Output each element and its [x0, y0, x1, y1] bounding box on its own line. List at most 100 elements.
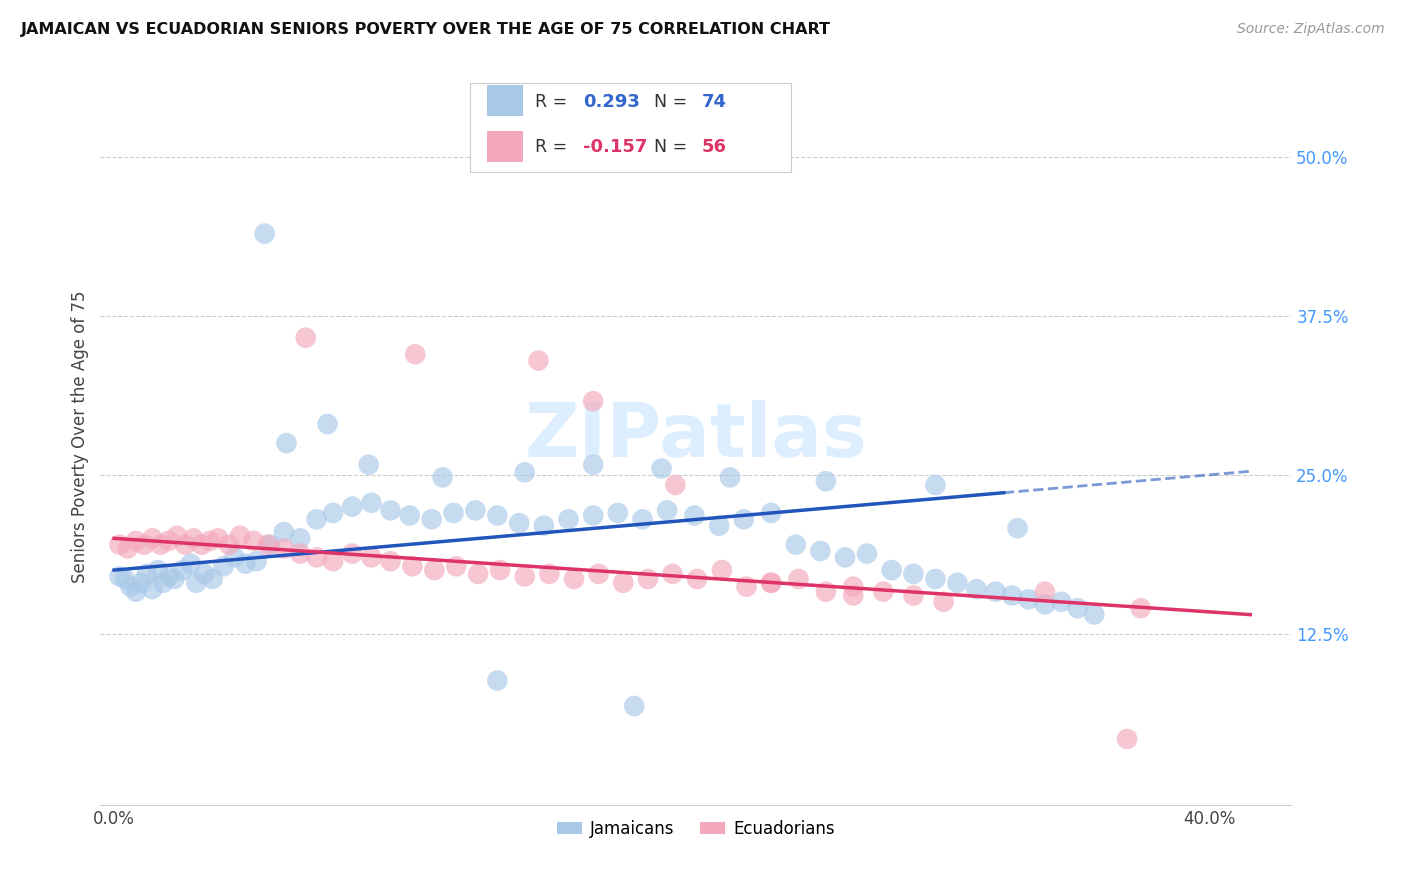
Point	[134, 538, 156, 552]
Text: ZIPatlas: ZIPatlas	[524, 401, 868, 474]
Point	[157, 533, 180, 548]
Point	[582, 394, 605, 409]
Point	[190, 538, 212, 552]
Point	[432, 470, 454, 484]
Point	[235, 557, 257, 571]
Point	[294, 331, 316, 345]
Point	[707, 518, 730, 533]
Point	[872, 584, 894, 599]
Point	[735, 580, 758, 594]
Point	[1067, 601, 1090, 615]
Text: N =: N =	[654, 93, 693, 111]
Point	[1018, 592, 1040, 607]
Point	[759, 575, 782, 590]
Point	[420, 512, 443, 526]
Point	[218, 538, 240, 552]
Legend: Jamaicans, Ecuadorians: Jamaicans, Ecuadorians	[550, 814, 841, 845]
Point	[623, 698, 645, 713]
Point	[759, 575, 782, 590]
Point	[174, 538, 197, 552]
Point	[135, 566, 157, 581]
Point	[686, 572, 709, 586]
Point	[489, 563, 512, 577]
Point	[380, 503, 402, 517]
Point	[834, 550, 856, 565]
Point	[946, 575, 969, 590]
Point	[322, 554, 344, 568]
Point	[316, 417, 339, 431]
Point	[360, 496, 382, 510]
Point	[108, 538, 131, 552]
Point	[787, 572, 810, 586]
Point	[141, 582, 163, 596]
Point	[924, 478, 946, 492]
Point	[880, 563, 903, 577]
Point	[131, 575, 153, 590]
Text: R =: R =	[536, 93, 572, 111]
Text: 56: 56	[702, 138, 727, 156]
Point	[273, 524, 295, 539]
Point	[557, 512, 579, 526]
Point	[172, 563, 194, 577]
Point	[856, 547, 879, 561]
Point	[932, 595, 955, 609]
Point	[903, 566, 925, 581]
Point	[401, 559, 423, 574]
Point	[562, 572, 585, 586]
Point	[759, 506, 782, 520]
Point	[360, 550, 382, 565]
Text: 74: 74	[702, 93, 727, 111]
Point	[290, 532, 312, 546]
Point	[108, 569, 131, 583]
Point	[582, 458, 605, 472]
Point	[157, 569, 180, 583]
Point	[606, 506, 628, 520]
Point	[1007, 521, 1029, 535]
Point	[256, 538, 278, 552]
Point	[966, 582, 988, 596]
Point	[276, 436, 298, 450]
Y-axis label: Seniors Poverty Over the Age of 75: Seniors Poverty Over the Age of 75	[72, 291, 89, 583]
Point	[588, 566, 610, 581]
Point	[710, 563, 733, 577]
Point	[183, 532, 205, 546]
Point	[810, 544, 832, 558]
Point	[1129, 601, 1152, 615]
Text: R =: R =	[536, 138, 572, 156]
Point	[446, 559, 468, 574]
Point	[631, 512, 654, 526]
Point	[423, 563, 446, 577]
Point	[305, 512, 328, 526]
Point	[212, 559, 235, 574]
Point	[984, 584, 1007, 599]
Point	[259, 538, 281, 552]
Point	[305, 550, 328, 565]
Text: 0.293: 0.293	[582, 93, 640, 111]
Point	[1001, 589, 1024, 603]
Point	[342, 500, 364, 514]
Point	[842, 589, 865, 603]
FancyBboxPatch shape	[488, 86, 523, 116]
Point	[612, 575, 634, 590]
Text: JAMAICAN VS ECUADORIAN SENIORS POVERTY OVER THE AGE OF 75 CORRELATION CHART: JAMAICAN VS ECUADORIAN SENIORS POVERTY O…	[21, 22, 831, 37]
Point	[683, 508, 706, 523]
Text: -0.157: -0.157	[582, 138, 647, 156]
Point	[508, 516, 530, 530]
Point	[186, 575, 208, 590]
Point	[404, 347, 426, 361]
FancyBboxPatch shape	[488, 131, 523, 162]
Point	[242, 533, 264, 548]
Point	[322, 506, 344, 520]
Point	[201, 572, 224, 586]
Point	[224, 550, 246, 565]
Point	[207, 532, 229, 546]
Point	[1050, 595, 1073, 609]
Point	[637, 572, 659, 586]
Point	[357, 458, 380, 472]
Point	[152, 575, 174, 590]
Point	[163, 572, 186, 586]
Point	[513, 466, 536, 480]
Point	[193, 566, 215, 581]
Point	[1033, 584, 1056, 599]
Point	[814, 474, 837, 488]
